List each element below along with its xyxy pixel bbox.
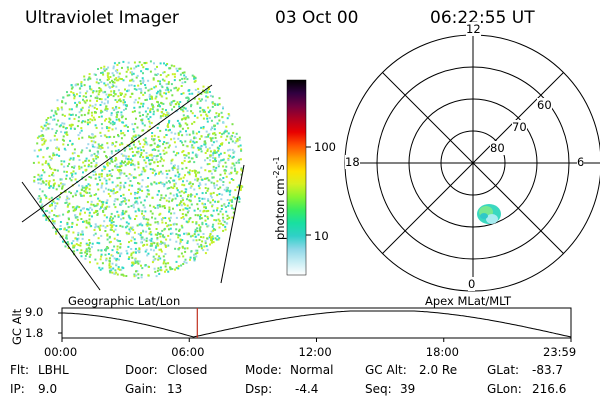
mode-value: Normal [290,363,334,377]
mlat-label-70: 70 [512,120,527,134]
door-value: Closed [167,363,208,377]
timeline-x-label: 12:00 [298,345,332,359]
timeline-x-label: 06:00 [171,345,205,359]
instrument-title: Ultraviolet Imager [25,8,179,28]
flt-value: LBHL [38,363,69,377]
emission-dots [32,60,244,279]
right-panel-label: Apex MLat/MLT [425,294,512,308]
mlat-label-80: 80 [490,141,505,155]
mlat-label-60: 60 [537,98,552,112]
gain-value: 13 [167,382,183,396]
glon-label: GLon: [487,382,522,396]
mlt-label-0: 0 [468,277,476,291]
colorbar-tick-10: 10 [314,229,329,243]
timeline-x-ticks [61,338,572,342]
altitude-curve [62,310,572,338]
glat-label: GLat: [487,363,520,377]
seq-value: 39 [400,382,416,396]
timeline-ytick-1.8: 1.8 [25,326,44,340]
glon-value: 216.6 [532,382,567,396]
geo-grid-line [21,84,213,223]
dsp-label: Dsp: [245,382,273,396]
flt-label: Flt: [10,363,29,377]
timeline-ytick-9: 9.0 [25,305,44,319]
timeline-x-label: 18:00 [425,345,459,359]
seq-label: Seq: [365,382,392,396]
colorbar-gradient [286,79,307,276]
left-panel-label: Geographic Lat/Lon [68,294,181,308]
timeline-x-label: 23:59 [543,345,577,359]
aurora-emission-blob [477,204,501,224]
geo-grid-line [220,164,245,284]
ip-label: IP: [10,382,25,396]
geo-grid-line [21,181,101,291]
colorbar-tick-100: 100 [314,140,336,154]
gcalt-label: GC Alt: [365,363,407,377]
mode-label: Mode: [245,363,282,377]
dsp-value: -4.4 [295,382,319,396]
gcalt-value: 2.0 Re [419,363,458,377]
gain-label: Gain: [125,382,157,396]
glat-value: -83.7 [532,363,564,377]
polar-diagonal [382,72,564,254]
mlt-label-12: 12 [466,22,481,36]
timeline-x-label: 00:00 [44,345,78,359]
header-date: 03 Oct 00 [275,8,359,28]
header-time: 06:22:55 UT [430,8,535,28]
ip-value: 9.0 [38,382,58,396]
door-label: Door: [125,363,158,377]
mlt-label-18: 18 [345,155,360,169]
timeline-ylabel: GC Alt [10,308,24,345]
mlt-label-6: 6 [577,155,585,169]
